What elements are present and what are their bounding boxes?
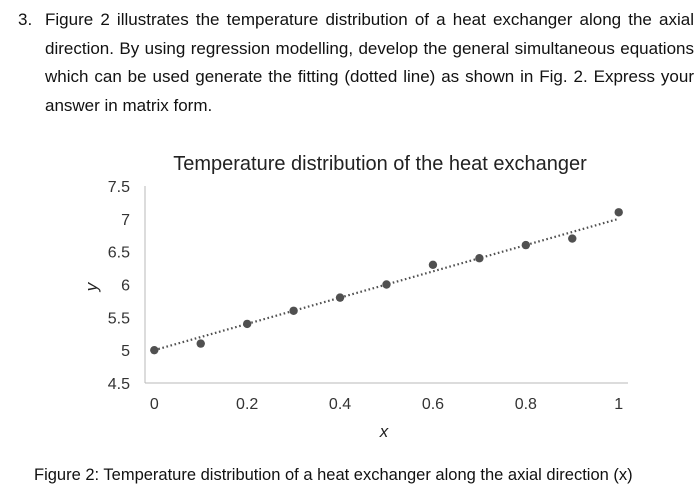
data-point — [614, 208, 623, 217]
data-point — [568, 234, 577, 243]
y-tick-label: 4.5 — [108, 376, 130, 393]
x-tick-label: 0.4 — [329, 396, 351, 413]
x-axis-label: x — [379, 422, 389, 441]
figure-caption: Figure 2: Temperature distribution of a … — [34, 466, 633, 484]
data-point — [428, 260, 438, 269]
y-tick-label: 5 — [121, 343, 130, 360]
y-tick-label: 6 — [121, 278, 130, 295]
data-points — [150, 208, 623, 355]
y-tick-label: 7.5 — [108, 179, 130, 196]
question-number: 3. — [18, 10, 33, 29]
fit-line-dotted — [153, 217, 620, 352]
question-text-block: 3. Figure 2 illustrates the temperature … — [18, 6, 694, 120]
y-axis-label: y — [82, 281, 101, 292]
y-tick-labels: 7.5 7 6.5 6 5.5 5 4.5 — [108, 179, 130, 393]
x-tick-label: 0.8 — [515, 396, 537, 413]
data-point — [289, 306, 298, 315]
y-tick-label: 5.5 — [108, 310, 130, 327]
y-tick-label: 7 — [121, 212, 130, 229]
data-point — [521, 240, 531, 250]
x-tick-label: 0.6 — [422, 396, 444, 413]
x-tick-labels: 0 0.2 0.4 0.6 0.8 1 — [150, 396, 623, 413]
data-point — [196, 339, 205, 348]
data-point — [475, 254, 484, 263]
data-point — [150, 345, 159, 355]
question-body: Figure 2 illustrates the temperature dis… — [45, 10, 694, 115]
chart-title: Temperature distribution of the heat exc… — [173, 153, 587, 175]
y-tick-label: 6.5 — [108, 245, 130, 262]
x-tick-label: 0.2 — [236, 396, 258, 413]
x-tick-label: 0 — [150, 396, 159, 413]
data-point — [242, 319, 252, 329]
data-point — [335, 293, 345, 302]
x-tick-label: 1 — [614, 396, 623, 413]
data-point — [382, 280, 391, 289]
